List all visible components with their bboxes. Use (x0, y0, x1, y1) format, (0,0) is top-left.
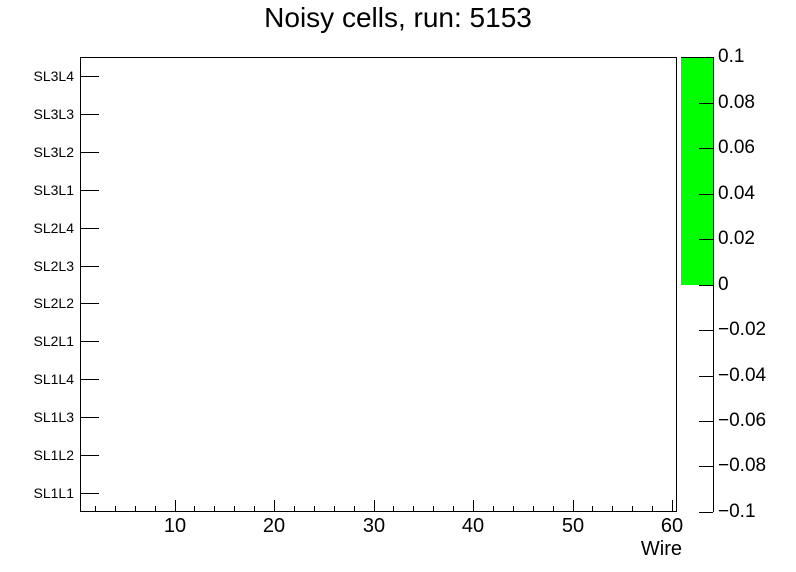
palette-tick-label: −0.02 (718, 319, 767, 340)
x-tick-label: 40 (461, 515, 485, 537)
palette-axis-line (713, 57, 714, 512)
palette-tick (699, 466, 713, 467)
x-minor-tick (513, 506, 514, 512)
x-minor-tick (632, 506, 633, 512)
chart-title: Noisy cells, run: 5153 (264, 2, 532, 33)
y-tick-label: SL1L1 (33, 485, 74, 501)
palette-tick (699, 239, 713, 240)
y-tick (81, 114, 99, 115)
y-tick (81, 303, 99, 304)
y-tick-label: SL1L4 (33, 371, 74, 387)
y-tick (81, 341, 99, 342)
palette-tick-label: 0.04 (718, 183, 755, 204)
x-minor-tick (254, 506, 255, 512)
x-major-tick (374, 500, 375, 512)
x-minor-tick (314, 506, 315, 512)
x-minor-tick (453, 506, 454, 512)
x-minor-tick (493, 506, 494, 512)
x-minor-tick (652, 506, 653, 512)
y-tick (81, 493, 99, 494)
x-minor-tick (612, 506, 613, 512)
y-tick (81, 190, 99, 191)
x-tick-label: 20 (262, 515, 286, 537)
y-tick (81, 228, 99, 229)
x-minor-tick (194, 506, 195, 512)
y-tick (81, 76, 99, 77)
x-axis-title: Wire (640, 538, 682, 560)
x-major-tick (573, 500, 574, 512)
x-minor-tick (115, 506, 116, 512)
x-major-tick (672, 500, 673, 512)
palette-tick-label: 0.02 (718, 228, 755, 249)
x-minor-tick (592, 506, 593, 512)
x-tick-label: 60 (660, 515, 684, 537)
y-tick (81, 455, 99, 456)
y-tick-label: SL1L3 (33, 409, 74, 425)
x-minor-tick (155, 506, 156, 512)
y-tick-label: SL2L1 (33, 333, 74, 349)
x-minor-tick (553, 506, 554, 512)
palette-tick-label: −0.08 (718, 455, 767, 476)
x-minor-tick (214, 506, 215, 512)
y-tick-label: SL2L3 (33, 258, 74, 274)
x-major-tick (175, 500, 176, 512)
y-tick-label: SL1L2 (33, 447, 74, 463)
x-minor-tick (135, 506, 136, 512)
y-tick (81, 417, 99, 418)
palette-band (681, 57, 713, 285)
x-minor-tick (413, 506, 414, 512)
palette-tick (699, 330, 713, 331)
plot-frame (80, 57, 677, 512)
y-tick-label: SL2L4 (33, 220, 74, 236)
x-minor-tick (294, 506, 295, 512)
x-major-tick (473, 500, 474, 512)
x-minor-tick (234, 506, 235, 512)
palette-tick-label: 0.08 (718, 92, 755, 113)
palette-tick (699, 103, 713, 104)
y-tick (81, 266, 99, 267)
palette-tick-label: 0 (718, 274, 729, 295)
palette-tick-label: −0.1 (718, 501, 756, 522)
x-minor-tick (354, 506, 355, 512)
x-minor-tick (95, 506, 96, 512)
x-tick-label: 50 (561, 515, 585, 537)
palette-tick (699, 57, 713, 58)
x-major-tick (274, 500, 275, 512)
x-minor-tick (533, 506, 534, 512)
y-tick (81, 379, 99, 380)
y-tick-label: SL3L1 (33, 182, 74, 198)
palette-tick-label: −0.04 (718, 365, 767, 386)
palette-tick-label: −0.06 (718, 410, 767, 431)
palette-tick (699, 376, 713, 377)
y-tick (81, 152, 99, 153)
x-minor-tick (334, 506, 335, 512)
x-tick-label: 30 (362, 515, 386, 537)
palette-tick (699, 285, 713, 286)
y-tick-label: SL3L3 (33, 106, 74, 122)
x-tick-label: 10 (163, 515, 187, 537)
palette-tick (699, 194, 713, 195)
y-tick-label: SL3L4 (33, 68, 74, 84)
palette-tick-label: 0.06 (718, 137, 755, 158)
y-tick-label: SL2L2 (33, 295, 74, 311)
x-minor-tick (433, 506, 434, 512)
palette-tick-label: 0.1 (718, 46, 745, 67)
palette-tick (699, 148, 713, 149)
palette-tick (699, 512, 713, 513)
y-tick-label: SL3L2 (33, 144, 74, 160)
palette-tick (699, 421, 713, 422)
x-minor-tick (393, 506, 394, 512)
